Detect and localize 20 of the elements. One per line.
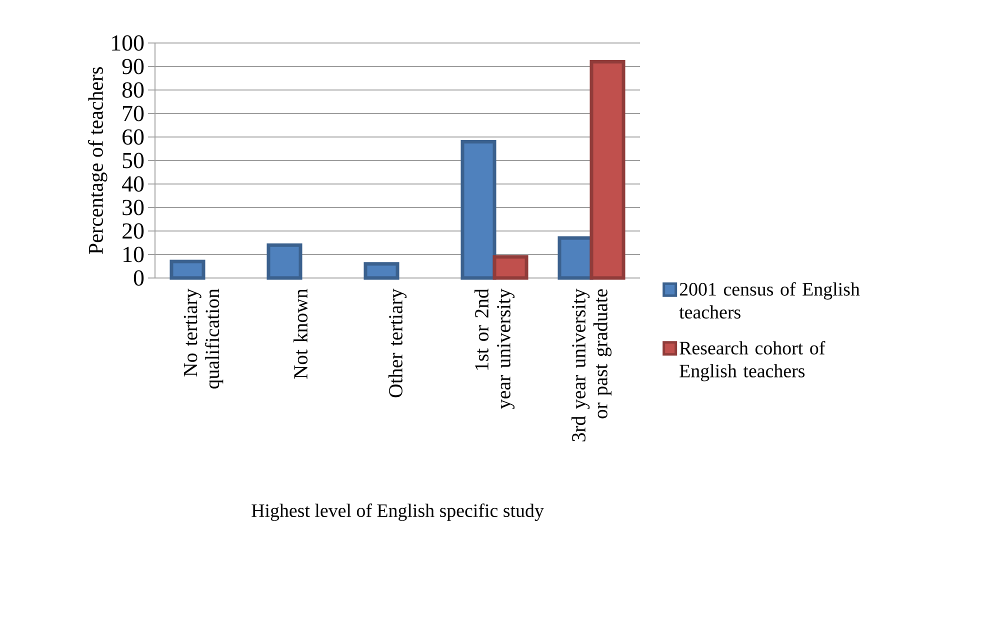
y-tick-label: 20: [122, 223, 144, 239]
x-axis-title: Highest level of English specific study: [252, 504, 544, 521]
y-tick-label: 10: [124, 246, 144, 262]
y-tick-label: 100: [112, 35, 144, 51]
y-tick-label: 80: [122, 82, 144, 98]
y-tick-label: 90: [122, 58, 144, 74]
x-tick-label: No tertiary qualification: [184, 288, 224, 388]
y-axis-title: Percentage of teachers: [88, 67, 108, 254]
legend-label: Research cohort of English teachers: [680, 340, 826, 382]
x-tick-label: 3rd year university or past graduate: [571, 288, 612, 442]
legend-label: 2001 census of English teachers: [679, 282, 860, 319]
y-tick-label: 30: [122, 200, 144, 216]
x-tick-label: Other tertiary: [388, 288, 407, 398]
y-tick-label: 60: [122, 129, 144, 145]
y-tick-label: 40: [122, 176, 144, 192]
y-tick-label: 70: [123, 106, 144, 122]
x-tick-label: 1st or 2nd year university: [474, 288, 515, 409]
y-tick-label: 50: [122, 152, 144, 168]
x-tick-label: Not known: [293, 288, 308, 379]
y-tick-label: 0: [134, 270, 144, 286]
